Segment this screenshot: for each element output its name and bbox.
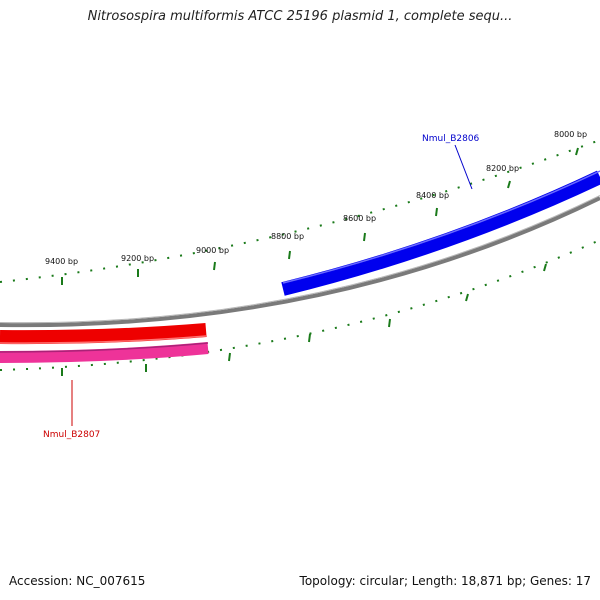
gene-arc-nmul-b2807[interactable] (0, 323, 207, 345)
scale-label-8800: 8800 bp (271, 232, 304, 241)
scale-label-8600: 8600 bp (343, 214, 376, 223)
scale-label-8400: 8400 bp (416, 191, 449, 200)
major-ticks-inner (61, 263, 547, 376)
scale-label-9400: 9400 bp (45, 257, 78, 266)
scale-label-9000: 9000 bp (196, 246, 229, 255)
backbone-arc (0, 196, 600, 328)
gene-label-nmul-b2807[interactable]: Nmul_B2807 (43, 430, 100, 440)
accession-text: Accession: NC_007615 (9, 574, 146, 588)
gene-label-nmul-b2806[interactable]: Nmul_B2806 (422, 134, 480, 144)
topology-summary-text: Topology: circular; Length: 18,871 bp; G… (299, 574, 591, 588)
scale-label-8200: 8200 bp (486, 164, 519, 173)
scale-label-9200: 9200 bp (121, 254, 154, 263)
major-ticks-outer (61, 147, 579, 285)
inner-tick-ring (0, 239, 600, 371)
map-title: Nitrosospira multiformis ATCC 25196 plas… (87, 9, 513, 24)
scale-label-8000: 8000 bp (554, 130, 587, 139)
leader-line-nmul-b2806 (454, 144, 473, 190)
gene-arc-pink[interactable] (0, 342, 209, 363)
gene-arc-nmul-b2806[interactable] (281, 170, 600, 296)
